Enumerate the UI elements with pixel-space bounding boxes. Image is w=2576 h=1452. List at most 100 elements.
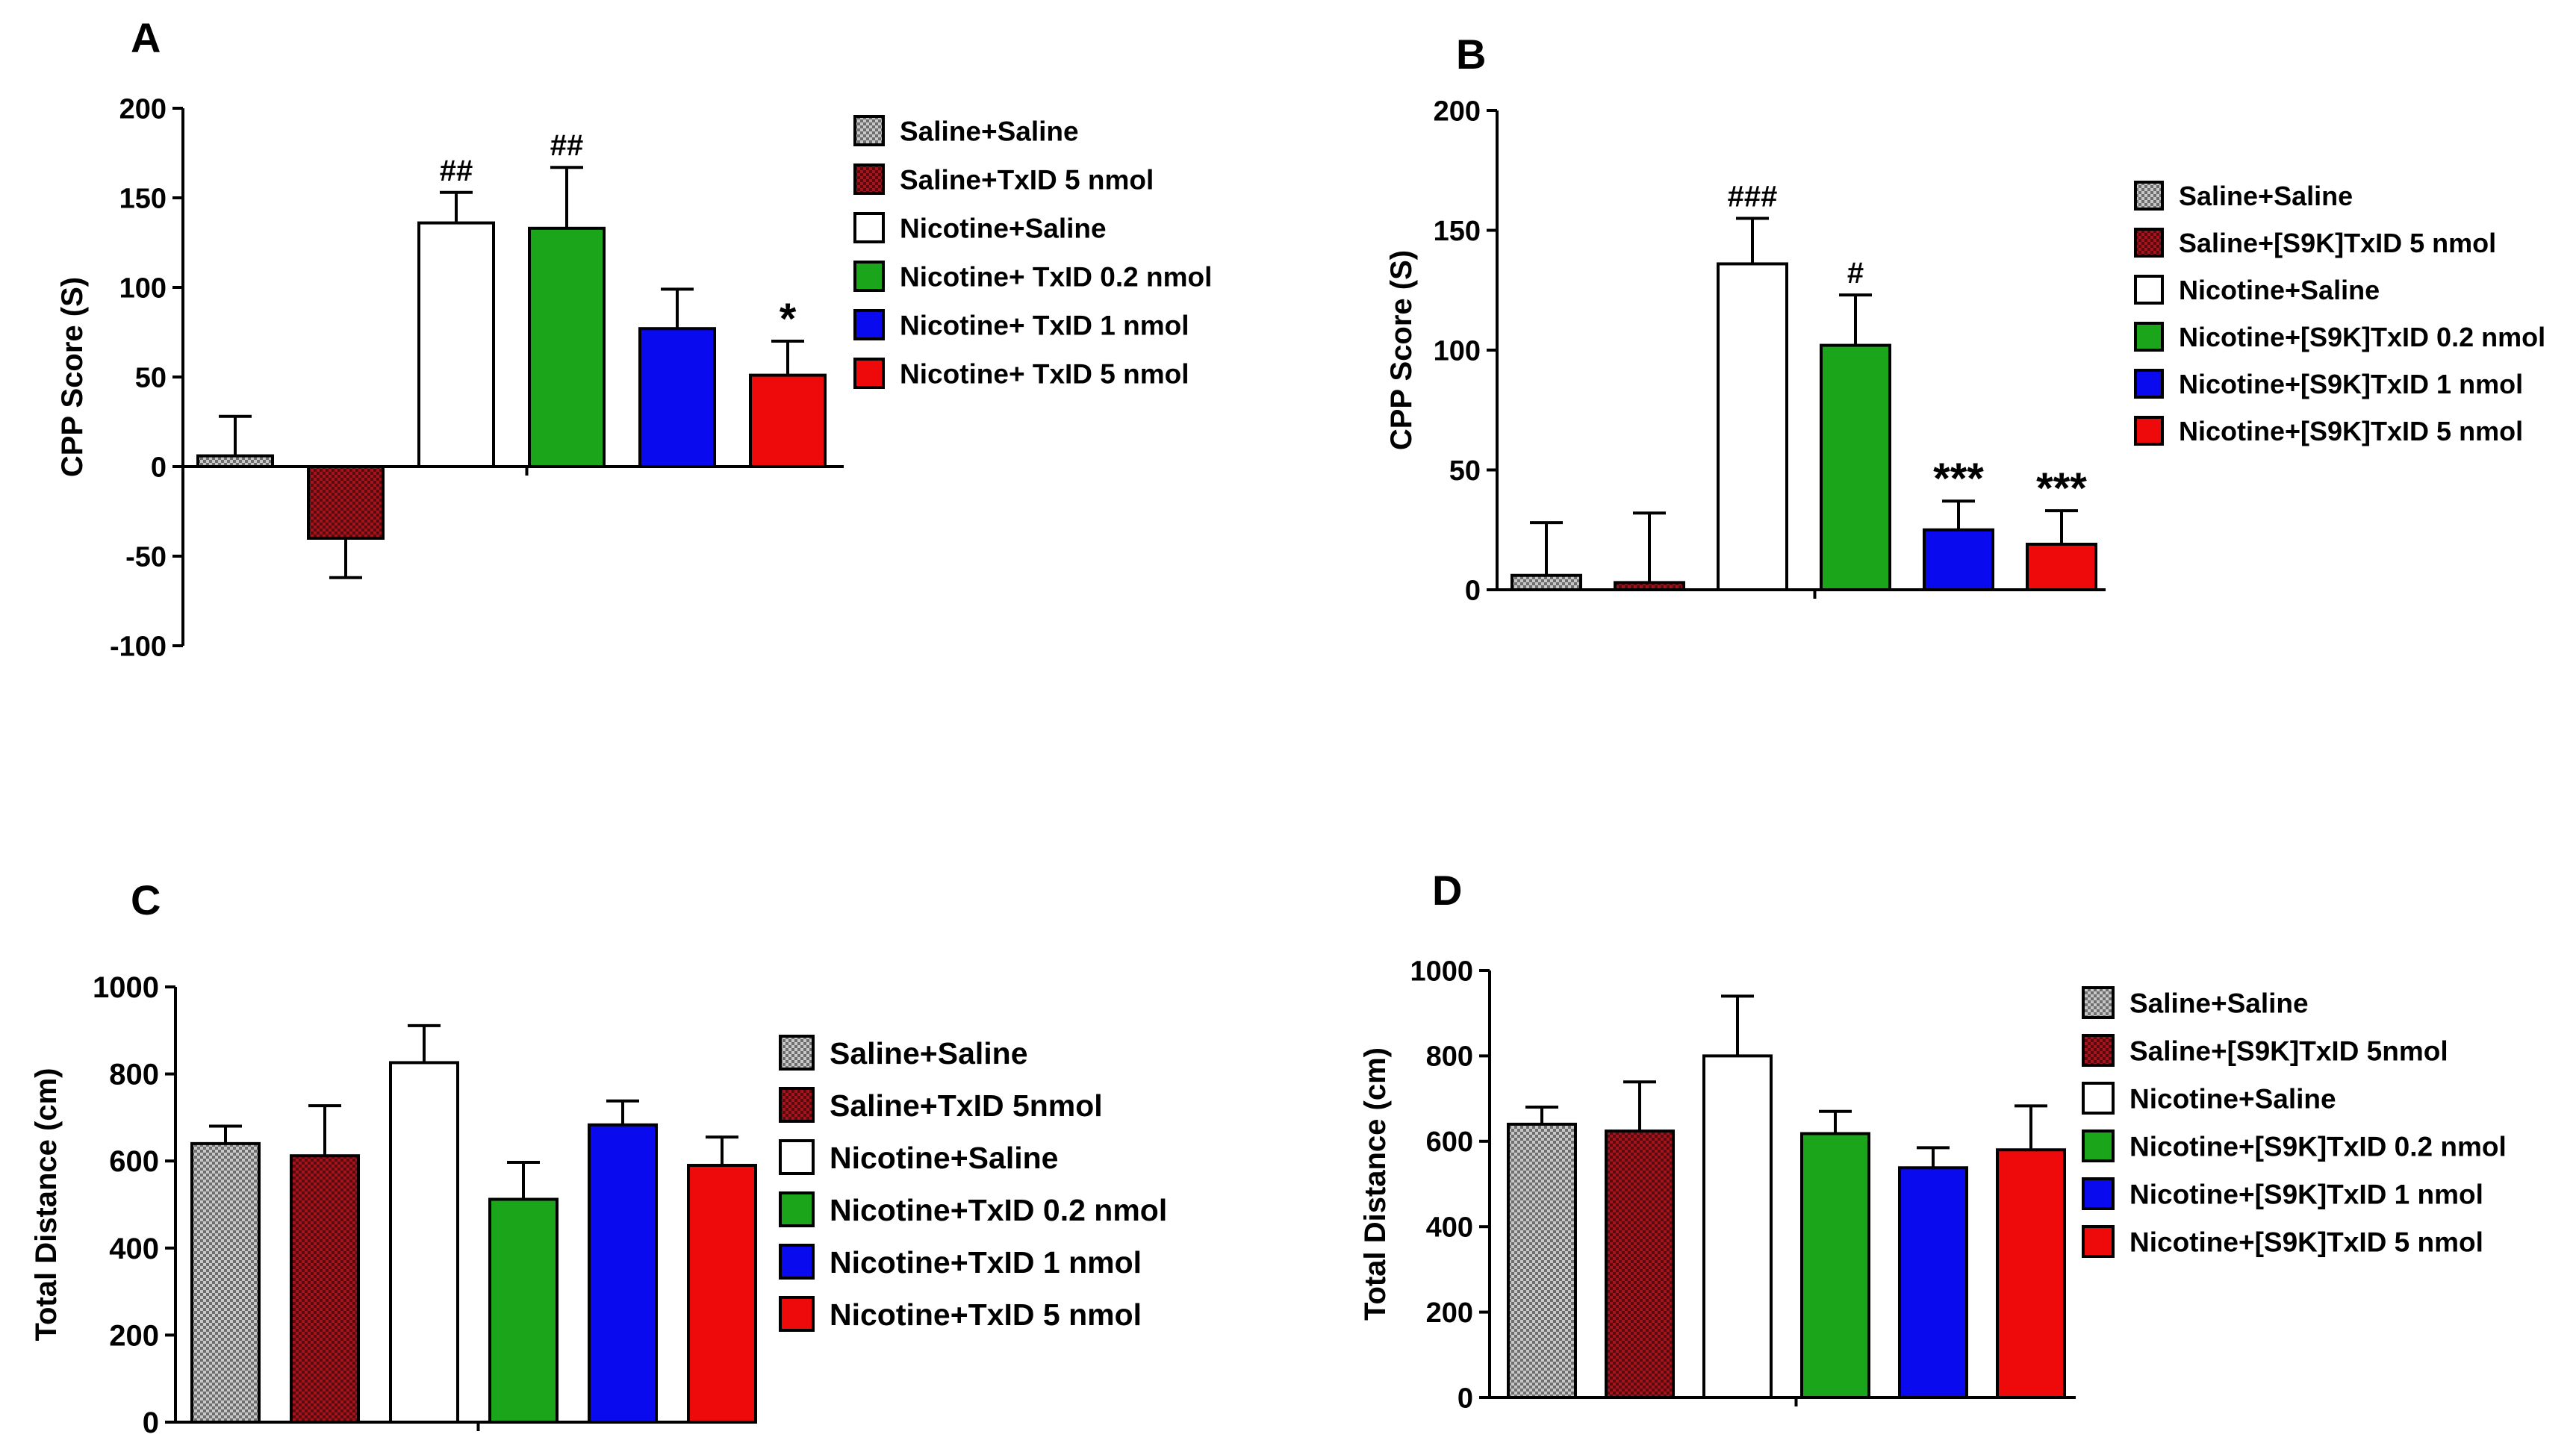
- y-axis-label: Total Distance (cm): [1359, 1047, 1392, 1321]
- y-tick-label: 100: [1434, 335, 1481, 367]
- bar-2: [290, 1154, 360, 1424]
- y-tick-label: 1000: [93, 971, 159, 1004]
- y-tick-label: 50: [135, 362, 167, 393]
- bar-5: [1898, 1166, 1968, 1400]
- bar-2: [307, 465, 385, 540]
- bar-3: [1717, 262, 1788, 591]
- y-tick-label: 200: [119, 93, 167, 125]
- legend-label: Nicotine+[S9K]TxID 5 nmol: [2179, 416, 2523, 446]
- bar-5: [1923, 528, 1994, 591]
- legend-swatch: [2134, 228, 2164, 258]
- y-tick-label: 400: [1426, 1212, 1473, 1244]
- legend-label: Nicotine+TxID 1 nmol: [830, 1245, 1142, 1280]
- bar-6: [2026, 543, 2097, 592]
- bar-2: [1614, 581, 1685, 591]
- legend-label: Saline+Saline: [900, 116, 1079, 146]
- bar-5: [588, 1123, 658, 1424]
- legend-swatch: [779, 1087, 815, 1123]
- legend-label: Nicotine+[S9K]TxID 1 nmol: [2179, 369, 2523, 399]
- legend-label: Saline+TxID 5 nmol: [900, 164, 1154, 195]
- legend-label: Nicotine+Saline: [2129, 1083, 2336, 1114]
- panel-letter: B: [1456, 31, 1486, 78]
- y-tick-label: 200: [1426, 1297, 1473, 1329]
- legend-swatch: [2134, 181, 2164, 211]
- legend-swatch: [2082, 1034, 2115, 1067]
- y-tick-label: 200: [1434, 96, 1481, 127]
- y-tick-label: 50: [1449, 455, 1481, 487]
- y-tick-label: 400: [109, 1233, 159, 1265]
- y-tick-label: 0: [151, 452, 167, 483]
- bar-1: [196, 454, 274, 468]
- bar-1: [190, 1141, 261, 1424]
- significance-label: ##: [440, 155, 473, 187]
- legend-label: Saline+[S9K]TxID 5 nmol: [2179, 228, 2496, 258]
- bar-4: [528, 226, 606, 468]
- legend-label: Nicotine+[S9K]TxID 0.2 nmol: [2129, 1131, 2507, 1162]
- legend-label: Nicotine+ TxID 0.2 nmol: [900, 261, 1212, 292]
- legend-swatch: [853, 163, 885, 195]
- bar-3: [1702, 1054, 1773, 1400]
- legend-label: Nicotine+[S9K]TxID 0.2 nmol: [2179, 322, 2545, 352]
- legend-swatch: [2134, 416, 2164, 446]
- legend-label: Nicotine+ TxID 5 nmol: [900, 358, 1189, 389]
- legend-label: Nicotine+ TxID 1 nmol: [900, 310, 1189, 340]
- bar-4: [488, 1197, 559, 1424]
- legend-label: Nicotine+TxID 0.2 nmol: [830, 1193, 1167, 1227]
- y-tick-label: 200: [109, 1319, 159, 1352]
- legend-swatch: [853, 358, 885, 389]
- y-tick-label: 800: [109, 1059, 159, 1091]
- bar-6: [687, 1164, 757, 1424]
- legend-swatch: [2134, 275, 2164, 305]
- legend-swatch: [779, 1296, 815, 1332]
- legend-label: Saline+TxID 5nmol: [830, 1088, 1103, 1123]
- significance-label: ###: [1728, 180, 1778, 213]
- legend-label: Saline+Saline: [2129, 988, 2309, 1018]
- significance-label: *: [780, 295, 797, 343]
- legend-label: Nicotine+[S9K]TxID 1 nmol: [2129, 1179, 2483, 1209]
- y-tick-label: 600: [1426, 1127, 1473, 1158]
- legend-swatch: [2082, 1225, 2115, 1258]
- bar-4: [1800, 1132, 1870, 1400]
- y-tick-label: 800: [1426, 1041, 1473, 1073]
- bar-3: [389, 1061, 459, 1424]
- significance-label: #: [1847, 257, 1864, 290]
- bar-6: [1996, 1148, 2066, 1399]
- legend-label: Nicotine+[S9K]TxID 5 nmol: [2129, 1227, 2483, 1257]
- legend-label: Nicotine+Saline: [900, 213, 1107, 243]
- legend-swatch: [779, 1191, 815, 1227]
- y-axis-label: Total Distance (cm): [30, 1068, 63, 1342]
- legend-swatch: [2082, 1177, 2115, 1210]
- panel-c: C 1000 800 600 400 200 0 Total Distance (cm) Sal…: [30, 876, 1167, 1439]
- y-tick-label: -100: [110, 631, 167, 662]
- legend-swatch: [853, 212, 885, 243]
- legend-swatch: [779, 1139, 815, 1175]
- panel-a: A 200 150 100 50 0 -50 -100 CPP Score (S) ## ## * Sa…: [56, 14, 1212, 662]
- legend-swatch: [2134, 322, 2164, 352]
- legend-label: Saline+Saline: [830, 1036, 1028, 1071]
- significance-label: ***: [1933, 455, 1984, 503]
- bar-1: [1511, 573, 1582, 591]
- significance-label: ##: [550, 129, 584, 162]
- legend-label: Nicotine+Saline: [830, 1141, 1058, 1175]
- legend-swatch: [2082, 1129, 2115, 1162]
- bar-5: [638, 327, 716, 469]
- legend-label: Nicotine+Saline: [2179, 275, 2380, 305]
- legend-swatch: [2082, 1082, 2115, 1115]
- y-tick-label: 1000: [1410, 956, 1473, 987]
- y-tick-label: 600: [109, 1145, 159, 1178]
- panel-letter: D: [1432, 867, 1462, 914]
- legend-label: Saline+Saline: [2179, 181, 2353, 211]
- y-axis-label: CPP Score (S): [1385, 250, 1418, 450]
- legend-label: Saline+[S9K]TxID 5nmol: [2129, 1035, 2448, 1066]
- panel-letter: C: [131, 876, 161, 923]
- y-tick-label: 0: [1465, 575, 1481, 606]
- legend-swatch: [853, 261, 885, 292]
- legend-swatch: [853, 115, 885, 146]
- y-tick-label: 0: [143, 1406, 159, 1439]
- legend-swatch: [2082, 986, 2115, 1019]
- legend-swatch: [2134, 369, 2164, 399]
- legend-label: Nicotine+TxID 5 nmol: [830, 1297, 1142, 1332]
- y-tick-label: 0: [1457, 1383, 1473, 1414]
